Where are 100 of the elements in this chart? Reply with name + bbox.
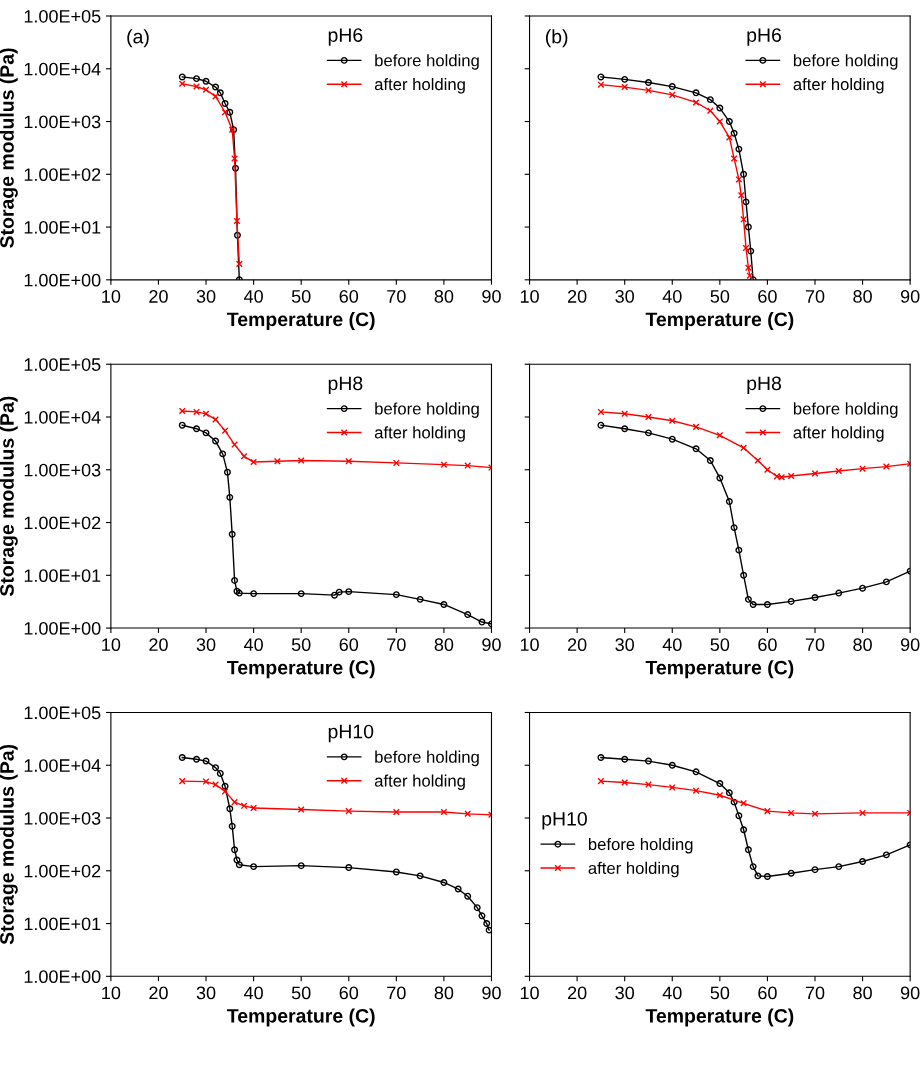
legend-title: pH6 — [747, 28, 781, 46]
x-axis-title: Temperature (C) — [227, 1008, 375, 1027]
x-tick-label: 60 — [339, 638, 359, 652]
x-tick-label: 20 — [149, 638, 168, 652]
legend-label: after holding — [588, 861, 679, 878]
x-tick-label: 50 — [710, 638, 730, 652]
x-tick-label: 90 — [900, 986, 920, 1000]
x-tick-label: 90 — [482, 638, 501, 652]
x-tick-label: 40 — [243, 986, 263, 1000]
legend-title: pH10 — [328, 724, 374, 743]
legend-label: after holding — [374, 774, 465, 791]
x-tick-label: 90 — [900, 290, 920, 303]
x-axis-title: Temperature (C) — [645, 660, 794, 679]
x-tick-label: 50 — [710, 986, 730, 1000]
x-tick-label: 20 — [567, 290, 587, 303]
x-axis-title: Temperature (C) — [227, 311, 375, 331]
x-tick-label: 90 — [900, 638, 920, 652]
x-tick-label: 60 — [758, 638, 777, 652]
x-axis-title: Temperature (C) — [645, 1008, 794, 1027]
x-tick-label: 10 — [102, 638, 121, 652]
legend-label: after holding — [793, 78, 884, 94]
y-tick-label: 1.00E+02 — [24, 168, 101, 182]
x-tick-label: 30 — [196, 638, 216, 652]
y-axis-title: Storage modulus (Pa) — [0, 48, 18, 248]
x-tick-label: 20 — [567, 986, 587, 1000]
x-tick-label: 80 — [434, 290, 454, 303]
annotation: (a) — [127, 29, 149, 48]
y-tick-label: 1.00E+05 — [24, 706, 101, 720]
x-tick-label: 20 — [149, 290, 168, 303]
x-tick-label: 10 — [520, 986, 539, 1000]
x-tick-label: 10 — [102, 290, 121, 303]
x-tick-label: 40 — [662, 986, 682, 1000]
y-tick-label: 1.00E+04 — [24, 410, 101, 424]
x-tick-label: 20 — [149, 986, 168, 1000]
legend-title: pH10 — [542, 811, 587, 830]
y-axis-title: Storage modulus (Pa) — [0, 396, 18, 597]
x-tick-label: 10 — [520, 638, 539, 652]
x-tick-label: 80 — [434, 986, 454, 1000]
x-axis-title: Temperature (C) — [645, 311, 794, 331]
y-tick-label: 1.00E+05 — [24, 9, 101, 23]
y-tick-label: 1.00E+04 — [24, 759, 101, 772]
x-tick-label: 90 — [482, 290, 501, 303]
y-tick-label: 1.00E+00 — [24, 622, 101, 635]
legend-label: after holding — [793, 426, 884, 442]
legend-label: before holding — [375, 54, 479, 70]
y-tick-label: 1.00E+02 — [24, 864, 101, 878]
legend-title: pH6 — [328, 28, 363, 46]
x-axis-title: Temperature (C) — [227, 660, 375, 679]
x-tick-label: 70 — [805, 986, 825, 1000]
y-tick-label: 1.00E+03 — [24, 463, 101, 477]
y-tick-label: 1.00E+02 — [24, 516, 101, 530]
x-tick-label: 80 — [853, 290, 872, 303]
x-tick-label: 10 — [520, 290, 539, 303]
legend-title: pH8 — [747, 376, 781, 395]
x-tick-label: 30 — [615, 290, 635, 303]
x-tick-label: 50 — [710, 290, 730, 303]
x-tick-label: 30 — [615, 638, 635, 652]
legend-label: after holding — [374, 78, 465, 94]
x-tick-label: 60 — [758, 290, 777, 303]
x-tick-label: 80 — [853, 986, 872, 1000]
x-tick-label: 70 — [805, 638, 825, 652]
x-tick-label: 50 — [291, 290, 311, 303]
legend-label: before holding — [588, 837, 693, 854]
x-tick-label: 40 — [662, 290, 682, 303]
x-tick-label: 90 — [482, 986, 501, 1000]
x-tick-label: 40 — [662, 638, 682, 652]
x-tick-label: 50 — [291, 638, 311, 652]
legend-label: after holding — [374, 426, 465, 442]
y-tick-label: 1.00E+03 — [24, 811, 101, 825]
x-tick-label: 50 — [291, 986, 311, 1000]
y-tick-label: 1.00E+01 — [24, 220, 101, 234]
x-tick-label: 30 — [196, 986, 216, 1000]
x-tick-label: 20 — [567, 638, 587, 652]
x-tick-label: 80 — [853, 638, 872, 652]
x-tick-label: 80 — [434, 638, 454, 652]
x-tick-label: 10 — [102, 986, 121, 1000]
x-tick-label: 30 — [196, 290, 216, 303]
x-tick-label: 70 — [805, 290, 825, 303]
x-tick-label: 70 — [387, 290, 406, 303]
legend-label: before holding — [375, 402, 479, 418]
x-tick-label: 60 — [339, 290, 359, 303]
y-tick-label: 1.00E+05 — [24, 358, 101, 371]
annotation: (b) — [545, 29, 568, 48]
y-tick-label: 1.00E+04 — [24, 62, 101, 76]
legend-label: before holding — [375, 750, 479, 767]
y-axis-title: Storage modulus (Pa) — [0, 744, 18, 945]
x-tick-label: 30 — [615, 986, 635, 1000]
x-tick-label: 70 — [387, 638, 406, 652]
y-tick-label: 1.00E+01 — [24, 917, 101, 931]
legend-label: before holding — [793, 54, 898, 70]
legend-label: before holding — [793, 402, 898, 418]
x-tick-label: 40 — [243, 638, 263, 652]
x-tick-label: 70 — [387, 986, 406, 1000]
x-tick-label: 60 — [339, 986, 359, 1000]
x-tick-label: 60 — [758, 986, 777, 1000]
y-tick-label: 1.00E+03 — [24, 115, 101, 129]
legend-title: pH8 — [328, 376, 363, 395]
y-tick-label: 1.00E+00 — [24, 970, 101, 984]
y-tick-label: 1.00E+01 — [24, 569, 101, 583]
x-tick-label: 40 — [243, 290, 263, 303]
